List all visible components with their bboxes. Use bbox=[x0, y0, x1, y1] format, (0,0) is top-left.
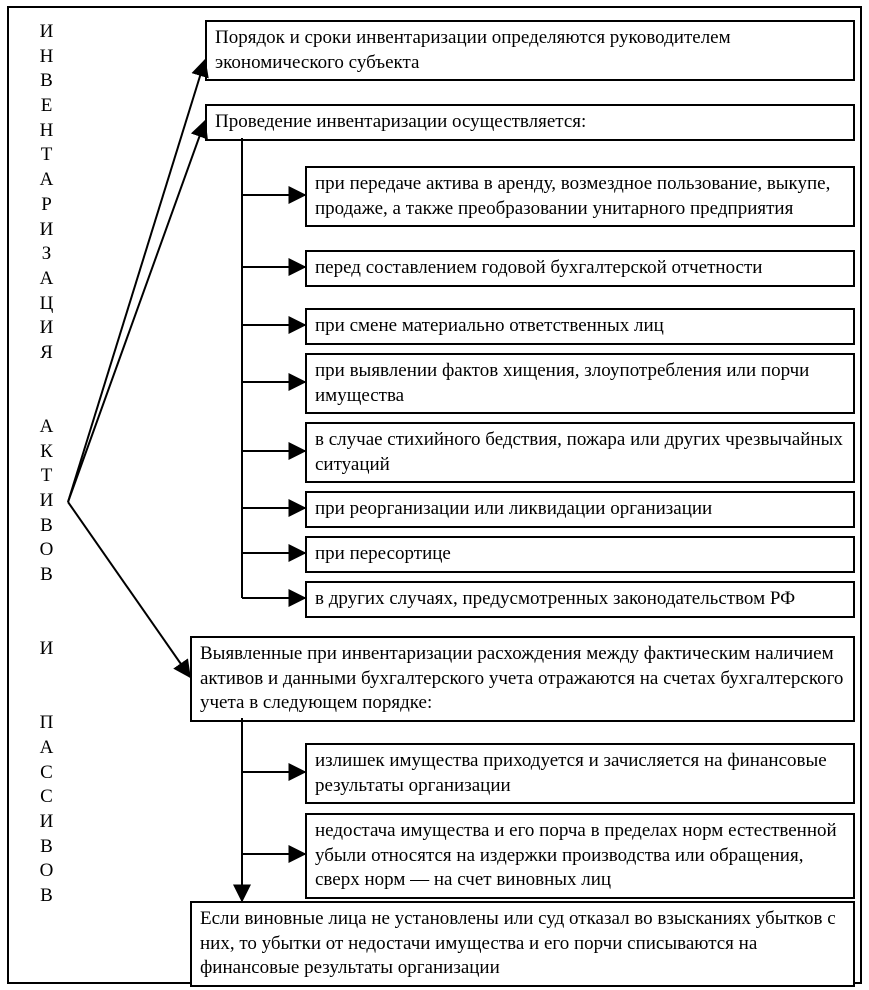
box-shortage: недостача имущества и его порча в предел… bbox=[305, 813, 855, 899]
box-discrepancies: Выявленные при инвентаризации расхождени… bbox=[190, 636, 855, 722]
box-surplus: излишек имущества приходуется и зачисляе… bbox=[305, 743, 855, 804]
box-text: при выявлении фактов хищения, злоупотреб… bbox=[315, 360, 809, 406]
box-case-responsible: при смене материально ответственных лиц bbox=[305, 308, 855, 345]
box-text: перед составлением годовой бухгалтерской… bbox=[315, 257, 762, 278]
box-text: в случае стихийного бедствия, пожара или… bbox=[315, 429, 843, 475]
box-text: недостача имущества и его порча в предел… bbox=[315, 820, 837, 890]
box-case-annual: перед составлением годовой бухгалтерской… bbox=[305, 250, 855, 287]
box-text: Порядок и сроки инвентаризации определяю… bbox=[215, 27, 731, 73]
box-case-transfer: при передаче актива в аренду, возмездное… bbox=[305, 166, 855, 227]
box-case-other: в других случаях, предусмотренных законо… bbox=[305, 581, 855, 618]
box-case-disaster: в случае стихийного бедствия, пожара или… bbox=[305, 422, 855, 483]
box-text: в других случаях, предусмотренных законо… bbox=[315, 588, 795, 609]
box-text: при реорганизации или ликвидации организ… bbox=[315, 498, 712, 519]
box-text: при пересортице bbox=[315, 543, 451, 564]
box-text: при передаче актива в аренду, возмездное… bbox=[315, 173, 830, 219]
box-text: Выявленные при инвентаризации расхождени… bbox=[200, 643, 843, 713]
box-conduct: Проведение инвентаризации осуществляется… bbox=[205, 104, 855, 141]
box-case-theft: при выявлении фактов хищения, злоупотреб… bbox=[305, 353, 855, 414]
box-case-resort: при пересортице bbox=[305, 536, 855, 573]
box-text: излишек имущества приходуется и зачисляе… bbox=[315, 750, 827, 796]
box-unknown-guilty: Если виновные лица не установлены или су… bbox=[190, 901, 855, 987]
box-text: Проведение инвентаризации осуществляется… bbox=[215, 111, 586, 132]
box-text: Если виновные лица не установлены или су… bbox=[200, 908, 836, 978]
box-order: Порядок и сроки инвентаризации определяю… bbox=[205, 20, 855, 81]
box-text: при смене материально ответственных лиц bbox=[315, 315, 664, 336]
box-case-reorg: при реорганизации или ликвидации организ… bbox=[305, 491, 855, 528]
vertical-title: ИНВЕНТАРИЗАЦИЯ АКТИВОВ И ПАССИВОВ bbox=[25, 20, 70, 909]
